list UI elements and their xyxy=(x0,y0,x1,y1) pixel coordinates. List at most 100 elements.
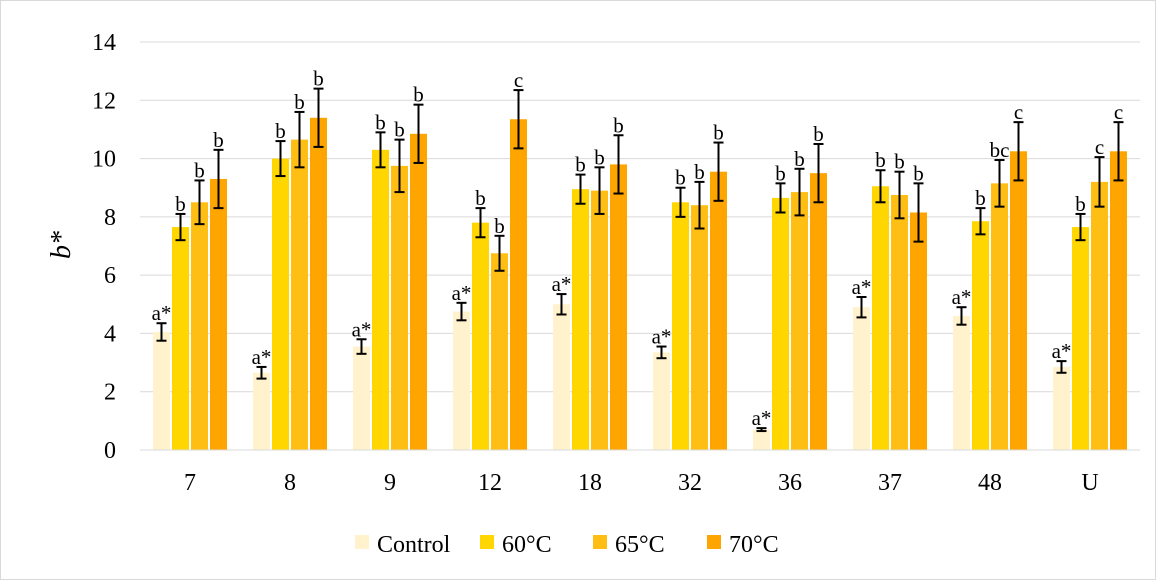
bar xyxy=(872,186,889,450)
x-tick-label: 12 xyxy=(478,470,502,496)
error-bars xyxy=(156,87,1124,433)
significance-label: a* xyxy=(1052,339,1072,363)
bar xyxy=(891,195,908,450)
y-tick-label: 2 xyxy=(104,380,116,406)
significance-label: b xyxy=(713,121,724,145)
bar xyxy=(153,331,170,450)
significance-label: b xyxy=(613,113,624,137)
bar xyxy=(553,304,570,450)
bar xyxy=(310,117,327,451)
significance-label: b xyxy=(413,83,424,107)
bar xyxy=(853,307,870,450)
significance-label: c xyxy=(514,68,523,92)
legend-swatch xyxy=(707,535,721,549)
significance-label: a* xyxy=(752,406,772,430)
significance-label: b xyxy=(313,67,324,91)
bar xyxy=(672,202,689,450)
bar xyxy=(810,173,827,450)
significance-label: b xyxy=(975,186,986,210)
legend-label: 60°C xyxy=(502,532,552,558)
x-tick-label: 18 xyxy=(578,470,602,496)
x-tick-label: 48 xyxy=(978,470,1002,496)
bar xyxy=(791,192,808,451)
bar xyxy=(772,197,789,450)
significance-label: b xyxy=(375,110,386,134)
legend-swatch xyxy=(355,535,369,549)
x-tick-label: 9 xyxy=(384,470,396,496)
legend-label: 70°C xyxy=(729,532,779,558)
bars xyxy=(153,117,1127,451)
bar xyxy=(210,178,227,450)
significance-label: b xyxy=(394,118,405,142)
x-tick-label: U xyxy=(1081,470,1098,496)
x-tick-label: 37 xyxy=(878,470,902,496)
bar xyxy=(753,429,770,450)
y-tick-label: 6 xyxy=(104,263,116,289)
significance-label: a* xyxy=(452,281,472,305)
bar xyxy=(510,119,527,450)
x-tick-label: 7 xyxy=(184,470,196,496)
y-tick-label: 10 xyxy=(92,147,116,173)
significance-label: a* xyxy=(652,325,672,349)
significance-label: b xyxy=(913,161,924,185)
significance-label: a* xyxy=(252,345,272,369)
bar xyxy=(253,372,270,450)
bar xyxy=(1110,151,1127,451)
bar xyxy=(1072,227,1089,450)
significance-label: bc xyxy=(990,138,1010,162)
significance-label: c xyxy=(1014,100,1023,124)
significance-label: a* xyxy=(352,317,372,341)
bar xyxy=(610,164,627,450)
bar xyxy=(472,222,489,450)
bar xyxy=(410,133,427,451)
significance-label: b xyxy=(275,119,286,143)
significance-label: b xyxy=(875,148,886,172)
legend-swatch xyxy=(593,535,607,549)
bar xyxy=(691,205,708,450)
bar xyxy=(491,253,508,450)
significance-label: b xyxy=(194,158,205,182)
legend-label: 65°C xyxy=(615,532,665,558)
legend: Control 60°C 65°C 70°C xyxy=(355,532,779,558)
bar xyxy=(291,139,308,450)
bar xyxy=(591,190,608,450)
bar xyxy=(453,311,470,450)
y-tick-label: 14 xyxy=(92,30,116,56)
legend-swatch xyxy=(480,535,494,549)
legend-label: Control xyxy=(377,532,451,558)
bar xyxy=(353,346,370,450)
significance-label: b xyxy=(494,214,505,238)
bar xyxy=(991,183,1008,451)
y-tick-label: 12 xyxy=(92,88,116,114)
bar xyxy=(391,165,408,450)
bar xyxy=(572,189,589,450)
bar xyxy=(272,158,289,451)
y-tick-label: 0 xyxy=(104,438,116,464)
bar xyxy=(710,171,727,450)
significance-label: b xyxy=(813,122,824,146)
y-tick-label: 4 xyxy=(104,321,116,347)
bar xyxy=(1010,151,1027,451)
bar xyxy=(172,227,189,450)
x-axis-ticks: 7 8 9 12 18 32 36 37 48 U xyxy=(184,470,1099,496)
significance-label: b xyxy=(775,161,786,185)
bar xyxy=(191,202,208,450)
significance-label: c xyxy=(1114,100,1123,124)
x-tick-label: 32 xyxy=(678,470,702,496)
y-axis-label: b* xyxy=(46,231,77,259)
bar xyxy=(653,352,670,450)
significance-label: b xyxy=(894,150,905,174)
significance-label: a* xyxy=(552,272,572,296)
x-tick-label: 8 xyxy=(284,470,296,496)
y-tick-label: 8 xyxy=(104,205,116,231)
significance-label: b xyxy=(475,186,486,210)
significance-label: b xyxy=(675,166,686,190)
y-axis-ticks: 0 2 4 6 8 10 12 14 xyxy=(92,30,116,464)
significance-label: b xyxy=(175,192,186,216)
significance-label: b xyxy=(294,90,305,114)
significance-label: b xyxy=(575,153,586,177)
bar xyxy=(953,315,970,450)
significance-label: a* xyxy=(952,285,972,309)
